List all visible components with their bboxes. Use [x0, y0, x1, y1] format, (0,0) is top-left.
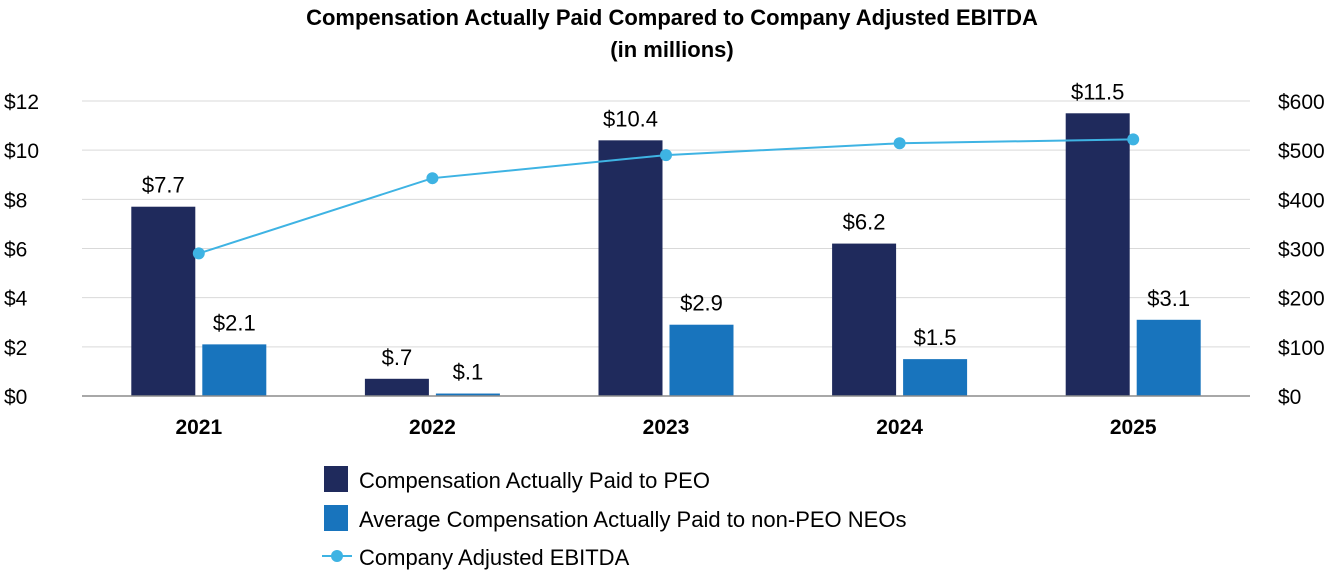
bar-neo-2021 — [202, 344, 267, 396]
category-label: 2022 — [409, 416, 456, 439]
left-tick-label: $10 — [4, 140, 39, 163]
bar-neo-2023 — [669, 324, 734, 396]
chart-subtitle: (in millions) — [610, 37, 733, 62]
left-tick-label: $8 — [4, 189, 27, 212]
ebitda-point-2021 — [192, 247, 205, 260]
bar-neo-2022 — [435, 393, 500, 396]
bar-data-label: $2.1 — [213, 310, 256, 335]
right-tick-label: $400 — [1278, 189, 1325, 212]
right-tick-label: $0 — [1278, 386, 1301, 409]
right-tick-label: $500 — [1278, 140, 1325, 163]
left-tick-label: $6 — [4, 239, 27, 262]
legend-swatch — [324, 505, 348, 531]
bar-peo-2024 — [832, 243, 897, 396]
bar-neo-2024 — [903, 359, 968, 396]
bar-data-label: $7.7 — [142, 173, 185, 198]
bar-peo-2022 — [364, 378, 429, 396]
category-label: 2021 — [175, 416, 222, 439]
right-axis-ticks: $0 $100 $200 $300 $400 $500 $600 — [1278, 91, 1325, 409]
right-tick-label: $300 — [1278, 239, 1325, 262]
left-axis-ticks: $0 $2 $4 $6 $8 $10 $12 — [4, 91, 39, 409]
left-tick-label: $4 — [4, 288, 28, 311]
bar-neo-2025 — [1136, 319, 1201, 396]
legend-label: Company Adjusted EBITDA — [359, 545, 630, 570]
bar-peo-2023 — [598, 140, 663, 396]
bar-data-label: $2.9 — [680, 291, 723, 316]
category-label: 2025 — [1110, 416, 1157, 439]
bar-data-label: $1.5 — [914, 325, 957, 350]
bar-data-label: $10.4 — [603, 106, 658, 131]
bar-data-label: $.1 — [453, 360, 484, 385]
ebitda-line-series — [192, 133, 1140, 260]
bar-data-labels: $7.7 $2.1 $.7 $.1 $10.4 $2.9 $6.2 $1.5 $11.5 $3.1 — [142, 79, 1190, 384]
legend-label: Average Compensation Actually Paid to no… — [359, 507, 906, 532]
ebitda-point-2024 — [893, 137, 906, 150]
left-tick-label: $0 — [4, 386, 27, 409]
category-labels: 2021 2022 2023 2024 2025 — [175, 416, 1156, 439]
ebitda-point-2023 — [660, 149, 672, 162]
bar-data-label: $11.5 — [1071, 79, 1124, 104]
bar-data-label: $6.2 — [843, 210, 886, 235]
chart-title: Compensation Actually Paid Compared to C… — [306, 5, 1038, 30]
legend: Compensation Actually Paid to PEO Average… — [322, 466, 906, 570]
category-label: 2024 — [876, 416, 923, 439]
bar-peo-2025 — [1065, 113, 1130, 397]
left-tick-label: $2 — [4, 337, 27, 360]
right-tick-label: $100 — [1278, 337, 1325, 360]
ebitda-point-2025 — [1127, 133, 1140, 146]
bars — [131, 113, 1201, 397]
left-tick-label: $12 — [4, 91, 39, 114]
bar-data-label: $3.1 — [1147, 286, 1190, 311]
ebitda-point-2022 — [426, 172, 439, 185]
right-tick-label: $600 — [1278, 91, 1325, 114]
right-tick-label: $200 — [1278, 288, 1325, 311]
legend-swatch — [324, 466, 348, 492]
bar-peo-2021 — [131, 206, 196, 396]
category-label: 2023 — [643, 416, 690, 439]
legend-marker — [331, 550, 343, 562]
bar-data-label: $.7 — [382, 345, 413, 370]
legend-label: Compensation Actually Paid to PEO — [359, 468, 710, 493]
